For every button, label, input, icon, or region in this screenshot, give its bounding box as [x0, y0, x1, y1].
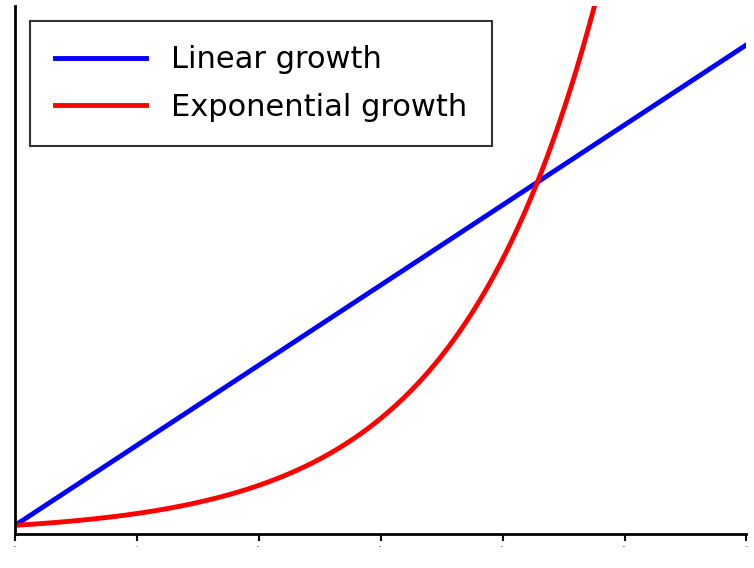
Linear growth	[446, 236, 455, 243]
Linear growth	[610, 128, 619, 135]
Legend: Linear growth, Exponential growth: Linear growth, Exponential growth	[30, 21, 492, 146]
Exponential growth	[446, 341, 455, 348]
Linear growth	[406, 262, 415, 269]
Linear growth	[742, 41, 751, 48]
Exponential growth	[406, 387, 415, 394]
Line: Exponential growth: Exponential growth	[15, 0, 746, 525]
Exponential growth	[358, 429, 367, 436]
Exponential growth	[11, 522, 20, 529]
Linear growth	[725, 53, 734, 60]
Linear growth	[11, 522, 20, 529]
Line: Linear growth: Linear growth	[15, 45, 746, 525]
Linear growth	[358, 294, 367, 300]
Exponential growth	[363, 426, 372, 433]
Linear growth	[363, 291, 372, 298]
